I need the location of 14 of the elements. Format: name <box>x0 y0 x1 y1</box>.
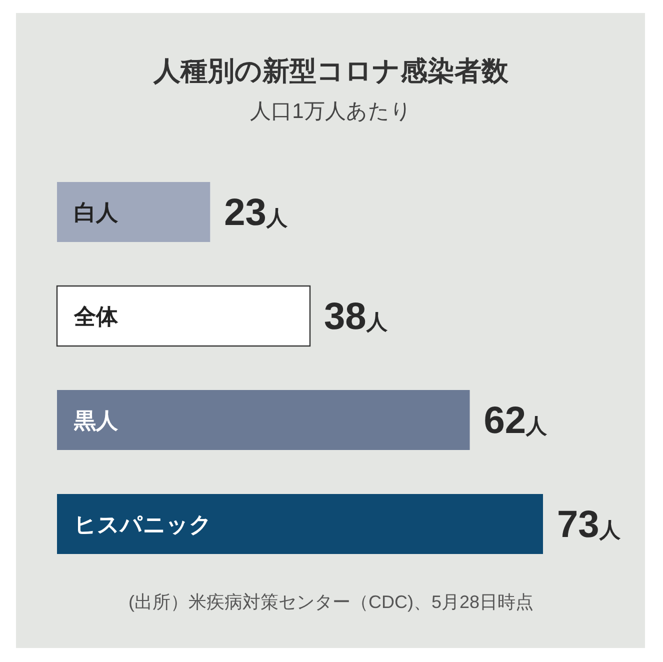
y-tick-label: 白人 <box>74 200 119 225</box>
y-tick-label: ヒスパニック <box>74 512 212 537</box>
text: (出所）米疾病対策センター（CDC)、5月28日時点 <box>128 592 534 612</box>
bar <box>57 494 543 554</box>
data-label: 62人 <box>484 400 548 442</box>
y-tick-label: 黒人 <box>73 408 119 433</box>
data-label: 38人 <box>324 296 388 338</box>
y-tick-label: 全体 <box>73 304 119 329</box>
bar <box>57 182 210 242</box>
data-label: 73人 <box>557 504 622 546</box>
bar <box>57 390 470 450</box>
chart-title: 人種別の新型コロナ感染者数 <box>152 56 510 86</box>
data-label: 23人 <box>224 192 288 234</box>
chart-subtitle: 人口1万人あたり <box>250 100 412 123</box>
